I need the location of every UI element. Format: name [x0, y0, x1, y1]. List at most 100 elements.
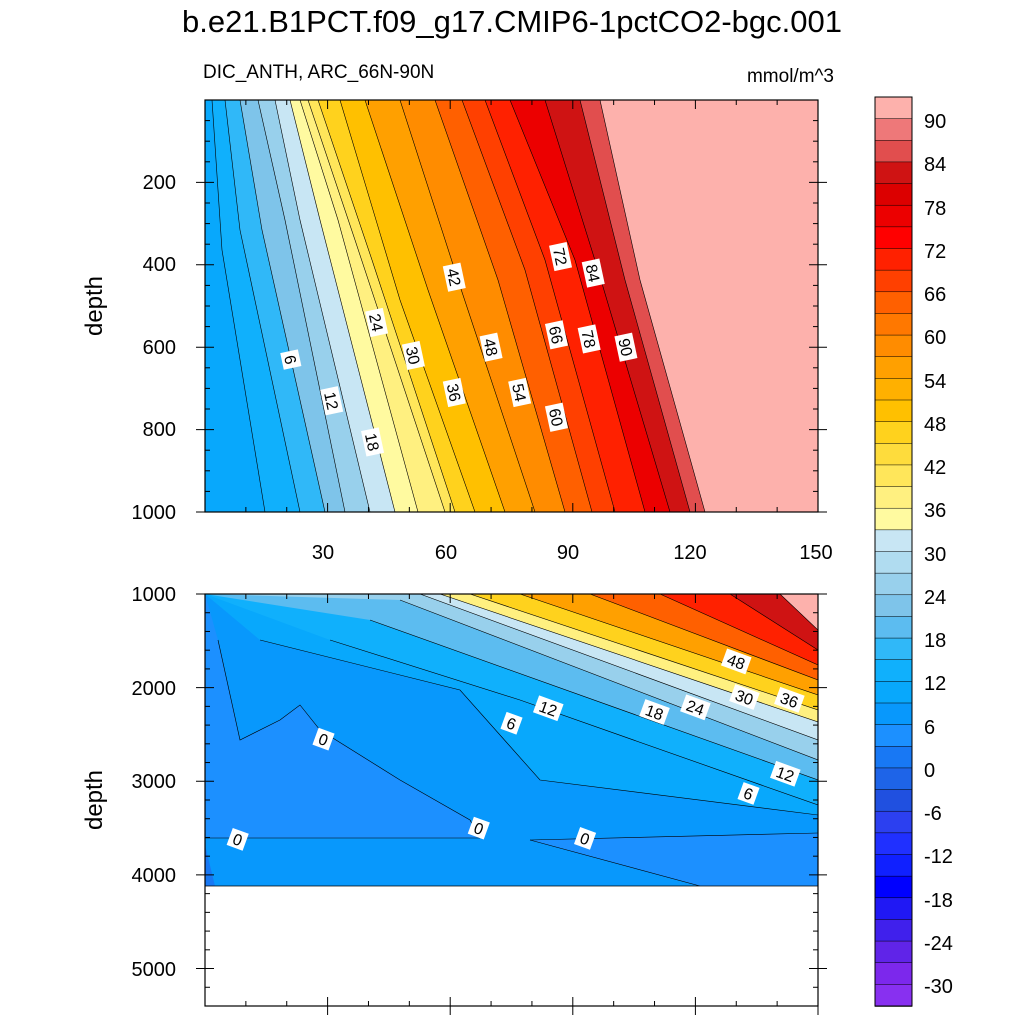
- contour-label: 90: [614, 332, 638, 362]
- colorbar-label: 0: [924, 760, 935, 782]
- top-panel: 30 60 90 120 150 200 400 600 800 1000 de…: [81, 99, 833, 564]
- contour-label: 6: [280, 349, 302, 370]
- colorbar-label: 36: [924, 500, 946, 522]
- colorbar-box: [874, 334, 913, 358]
- colorbar-label: 60: [924, 327, 946, 349]
- colorbar-box: [874, 572, 913, 596]
- top-contour-fill: [205, 100, 705, 512]
- bottom-y-tick-label: 3000: [132, 771, 177, 793]
- colorbar-label: 6: [924, 717, 935, 739]
- contour-label: 24: [365, 307, 389, 338]
- contour-label-text: 66: [545, 325, 565, 346]
- colorbar-box: [874, 875, 913, 899]
- colorbar-label: -18: [924, 890, 953, 912]
- contour-label-bg: [532, 695, 564, 722]
- contour-label-bg: [500, 711, 523, 735]
- contour-label: 30: [729, 684, 760, 710]
- contour-label: 18: [639, 699, 670, 725]
- contour-label: 12: [770, 760, 801, 787]
- contour-label-bg: [737, 782, 760, 805]
- colorbar-box: [874, 161, 913, 185]
- contour-label: 12: [532, 695, 564, 722]
- contour-label-text: 30: [402, 345, 422, 366]
- colorbar-box: [874, 248, 913, 271]
- contour-label-bg: [614, 332, 638, 362]
- top-x-tick-label: 30: [312, 542, 334, 564]
- contour-label-text: 78: [578, 329, 598, 350]
- contour-label-bg: [549, 241, 573, 272]
- contour-label-text: 18: [361, 432, 381, 453]
- contour-label: 48: [720, 648, 752, 675]
- colorbar-box: [874, 421, 913, 445]
- contour-label: 48: [479, 332, 503, 362]
- colorbar-box: [874, 616, 913, 639]
- contour-label-text: 60: [545, 407, 565, 428]
- contour-label-bg: [581, 258, 605, 288]
- colorbar-box: [874, 897, 913, 921]
- colorbar-box: [874, 399, 913, 423]
- top-y-tick-label: 800: [143, 419, 176, 441]
- colorbar-frame: [874, 96, 913, 1007]
- contour-label-bg: [312, 727, 335, 751]
- top-x-tick-labels: 30 60 90 120 150: [312, 542, 833, 564]
- top-x-tick-label: 120: [673, 542, 706, 564]
- contour-label-bg: [320, 386, 344, 416]
- contour-label-text: 6: [280, 354, 298, 366]
- contour-label-bg: [479, 332, 503, 362]
- colorbar-box: [874, 269, 913, 293]
- colorbar-box: [874, 984, 913, 1007]
- colorbar: 90 84 78 72 66 60 54 48 42 36 30 24 18 1…: [874, 96, 953, 1007]
- colorbar-label: 90: [924, 111, 946, 133]
- contour-label-text: 18: [643, 702, 666, 724]
- contour-label: 36: [442, 377, 466, 408]
- top-y-tick-labels: 200 400 600 800 1000: [132, 172, 177, 524]
- bottom-y-tick-labels: 1000 2000 3000 4000 5000: [132, 584, 177, 981]
- colorbar-label: 84: [924, 154, 946, 176]
- bottom-y-axis-label: depth: [81, 770, 108, 830]
- top-y-tick-label: 400: [143, 254, 176, 276]
- colorbar-box: [874, 96, 913, 120]
- contour-label-bg: [729, 684, 760, 710]
- colorbar-label: -6: [924, 803, 942, 825]
- contour-label: 24: [680, 694, 711, 721]
- variable-region-label: DIC_ANTH, ARC_66N-90N: [203, 62, 435, 83]
- contour-label-bg: [280, 349, 302, 370]
- contour-label: 42: [443, 262, 466, 292]
- top-axis-ticks: [196, 100, 827, 513]
- contour-label-bg: [365, 307, 389, 338]
- contour-label-bg: [442, 377, 466, 408]
- contour-label-text: 42: [443, 267, 463, 288]
- contour-label-bg: [680, 694, 711, 721]
- contour-label-text: 54: [508, 382, 528, 403]
- contour-label-bg: [401, 340, 425, 371]
- contour-label-bg: [639, 699, 670, 725]
- colorbar-label: 30: [924, 544, 946, 566]
- colorbar-box: [874, 313, 913, 336]
- contour-label-text: 84: [582, 263, 602, 284]
- contour-label: 36: [774, 686, 805, 713]
- colorbar-box: [874, 507, 913, 531]
- bottom-y-tick-label: 5000: [132, 959, 177, 981]
- colorbar-box: [874, 486, 913, 509]
- contour-label-bg: [573, 827, 597, 850]
- contour-label: 60: [544, 402, 568, 432]
- colorbar-label: 42: [924, 457, 946, 479]
- contour-label-text: 12: [536, 699, 559, 721]
- colorbar-label: 12: [924, 673, 946, 695]
- top-x-tick-label: 60: [435, 542, 457, 564]
- contour-label: 6: [500, 711, 523, 735]
- units-label: mmol/m^3: [746, 66, 834, 87]
- top-contour-lines: [211, 100, 706, 512]
- colorbar-box: [874, 291, 913, 315]
- colorbar-box: [874, 746, 913, 769]
- contour-label-bg: [544, 402, 568, 432]
- contour-label: 84: [581, 258, 605, 288]
- contour-label: 78: [578, 324, 601, 354]
- contour-label: 0: [226, 827, 249, 851]
- contour-label-text: 24: [365, 312, 385, 333]
- colorbar-box: [874, 940, 913, 964]
- colorbar-label: 66: [924, 284, 946, 306]
- contour-label-bg: [361, 427, 385, 457]
- contour-label: 0: [312, 727, 335, 751]
